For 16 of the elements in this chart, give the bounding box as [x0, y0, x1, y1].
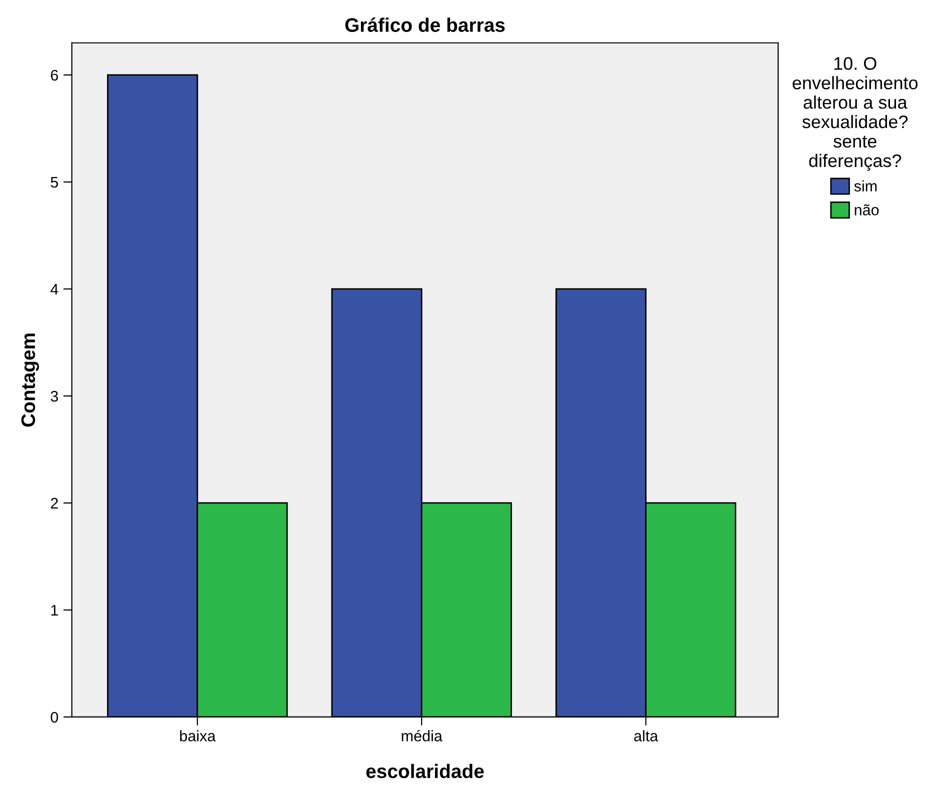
- y-axis-title: Contagem: [21, 334, 40, 427]
- y-tick-label: 4: [50, 284, 58, 295]
- x-tick-label: média: [402, 730, 442, 742]
- y-tick-label: 6: [50, 70, 58, 81]
- legend-label: sim: [854, 180, 877, 192]
- chart-title: Gráfico de barras: [345, 18, 505, 32]
- y-tick-label: 3: [50, 390, 58, 402]
- legend-title: 10. O envelhecimento alterou a sua sexualidade? sente diferenças?: [792, 57, 918, 171]
- y-tick-label: 0: [50, 712, 58, 723]
- x-tick-label: baixa: [180, 730, 216, 742]
- legend-label: não: [854, 204, 879, 216]
- y-tick-label: 2: [50, 498, 58, 509]
- y-tick-label: 1: [51, 605, 58, 616]
- x-tick-label: alta: [634, 730, 658, 742]
- x-axis-title: escolaridade: [366, 764, 484, 778]
- y-tick-label: 5: [50, 177, 58, 188]
